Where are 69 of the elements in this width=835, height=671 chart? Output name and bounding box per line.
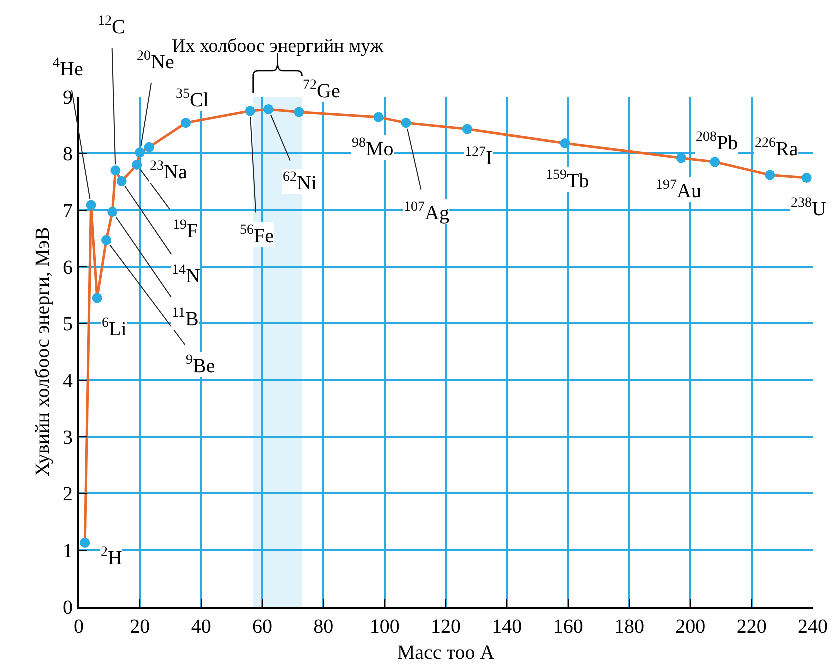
x-axis-title: Масс тоо A [397,642,496,664]
x-tick-label: 100 [370,616,400,638]
point [80,538,90,548]
point [560,138,570,148]
x-tick-label: 80 [314,616,334,638]
band-label: Их холбоос энергийн муж [172,36,384,57]
annotation: $^{4}$He [53,56,84,80]
annotation: $^{72}$Ge [303,78,340,102]
annotation: $^{238}$U [791,196,827,220]
point [108,207,118,218]
x-tick-label: 60 [252,616,272,638]
annotation: $^{23}$Na [150,159,188,184]
point [102,235,112,246]
point [181,118,192,128]
point [462,124,472,134]
point [116,176,127,186]
point [135,148,146,158]
annotation: $^{62}$Ni [283,170,318,194]
point [374,112,384,122]
annotation: $^{226}$Ra [755,136,798,160]
y-axis-title: Хувийн холбоос энерги, МэВ [32,227,54,477]
point [710,157,720,168]
x-tick-label: 220 [736,616,767,638]
annotation: $^{56}$Fe [240,223,274,248]
annotation: $^{9}$Be [186,353,216,378]
y-tick-label: 1 [63,540,73,562]
point [802,173,812,184]
annotation: $^{11}$B [172,306,199,330]
y-tick-label: 3 [63,427,73,449]
point [264,104,274,114]
point [92,293,102,304]
annotation: $^{12}$C [98,14,126,38]
y-tick-label: 5 [63,314,73,336]
x-tick-label: 40 [191,616,212,638]
point [86,200,96,210]
annotation: $^{20}$Ne [137,49,174,74]
y-tick-label: 2 [63,484,73,506]
annotation: $^{159}$Tb [546,168,590,192]
y-tick-label: 8 [63,144,73,166]
x-tick-label: 240 [798,616,828,638]
annotation: $^{14}$N [172,263,200,288]
y-tick-label: 9 [63,87,73,109]
point [294,107,304,118]
y-tick-label: 0 [63,597,73,619]
y-tick-label: 6 [63,257,73,279]
annotation: $^{6}$Li [102,316,128,340]
x-tick-label: 120 [431,616,461,638]
annotation: $^{19}$F [173,218,198,242]
x-tick-label: 200 [676,616,706,638]
annotation: $^{208}$Pb [696,130,738,154]
point [132,160,142,170]
annotation: $^{2}$H [101,545,122,570]
point [144,142,154,152]
y-tick-label: 7 [63,200,73,222]
annotation: $^{98}$Mo [352,136,394,160]
annotation: $^{197}$Au [656,178,702,202]
point [765,170,776,180]
annotation: $^{107}$Ag [404,200,450,224]
annotation: $^{35}$Cl [176,87,210,112]
annotation: $^{127}$I [465,145,493,170]
point [245,106,256,116]
point [110,166,121,176]
x-tick-label: 140 [492,616,522,638]
x-tick-label: 160 [553,616,584,638]
point [401,118,412,128]
y-tick-label: 4 [63,370,73,392]
x-tick-label: 20 [130,616,150,638]
point [676,153,686,164]
x-tick-label: 180 [614,616,644,638]
